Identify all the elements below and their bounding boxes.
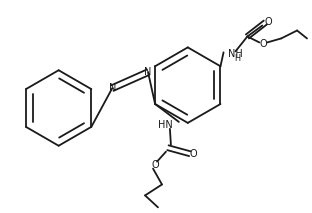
Text: N: N <box>109 83 116 93</box>
Text: O: O <box>260 39 267 49</box>
Text: O: O <box>190 149 197 159</box>
Text: H: H <box>234 54 241 63</box>
Text: O: O <box>151 160 159 170</box>
Text: NH: NH <box>227 49 242 59</box>
Text: N: N <box>144 67 152 77</box>
Text: O: O <box>265 17 272 27</box>
Text: HN: HN <box>158 120 173 130</box>
